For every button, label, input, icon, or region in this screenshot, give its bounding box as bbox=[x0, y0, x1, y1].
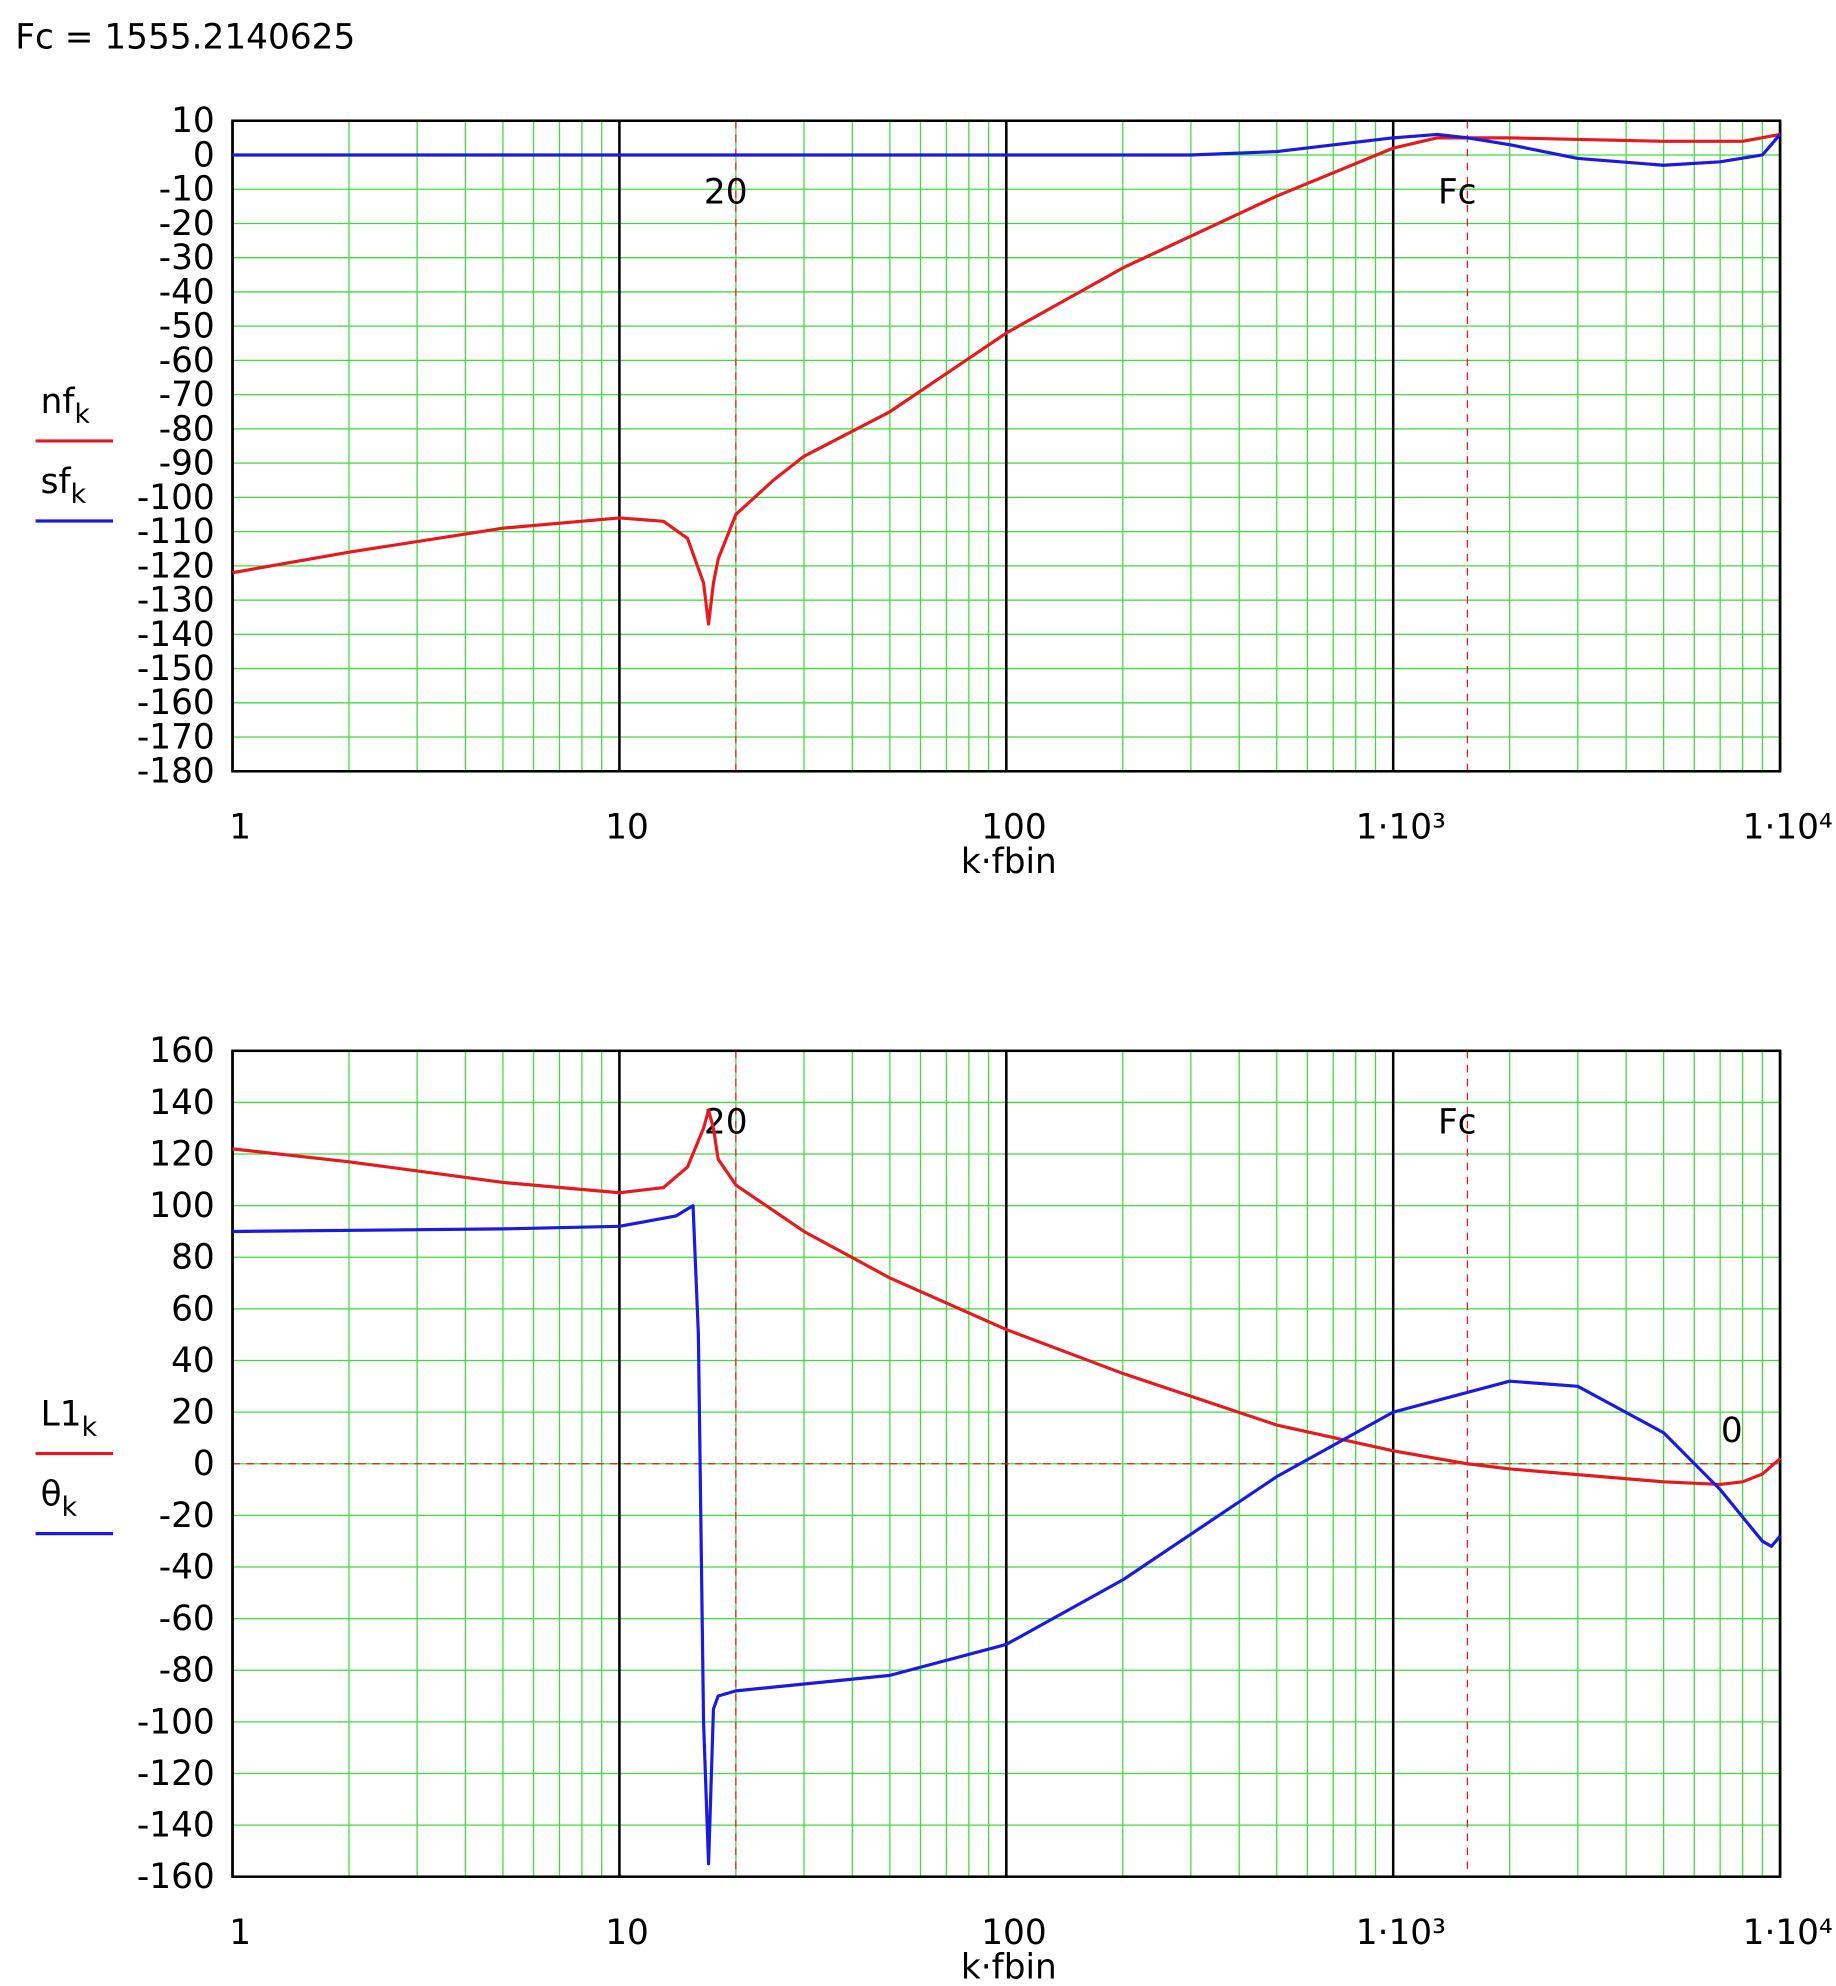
x-tick-label: 1·10³ bbox=[1356, 808, 1446, 848]
y-tick-label: -80 bbox=[159, 409, 215, 449]
y-tick-label: 120 bbox=[149, 1134, 214, 1174]
legend-name: sf bbox=[41, 462, 72, 502]
legend-name: nf bbox=[41, 382, 76, 422]
y-tick-label: 0 bbox=[193, 135, 215, 175]
series-line bbox=[232, 1204, 1782, 1866]
y-tick-label: -120 bbox=[137, 546, 215, 586]
y-tick-label: -170 bbox=[137, 717, 215, 757]
legend-label: sfk bbox=[41, 462, 87, 510]
x-tick-label: 1·10⁴ bbox=[1743, 1913, 1833, 1953]
y-tick-label: -160 bbox=[137, 683, 215, 723]
y-tick-label: -60 bbox=[159, 1599, 215, 1639]
series-line bbox=[232, 1108, 1782, 1486]
x-tick-label: 1 bbox=[229, 1913, 251, 1953]
y-tick-label: -20 bbox=[159, 204, 215, 244]
x-tick-label: 1 bbox=[229, 808, 251, 848]
x-tick-label: 1·10³ bbox=[1356, 1913, 1446, 1953]
y-tick-label: -30 bbox=[159, 238, 215, 278]
y-tick-label: 100 bbox=[149, 1186, 214, 1226]
y-tick-label: 60 bbox=[171, 1289, 215, 1329]
y-tick-label: -120 bbox=[137, 1754, 215, 1794]
legend-label: nfk bbox=[41, 382, 91, 430]
y-tick-label: -50 bbox=[159, 307, 215, 347]
y-tick-label: -180 bbox=[137, 752, 215, 792]
y-tick-label: 10 bbox=[171, 101, 215, 141]
y-tick-label: -140 bbox=[137, 615, 215, 655]
y-tick-label: -140 bbox=[137, 1806, 215, 1846]
marker-label: Fc bbox=[1438, 1102, 1477, 1142]
y-tick-label: -40 bbox=[159, 1547, 215, 1587]
y-tick-label: -40 bbox=[159, 272, 215, 312]
legend-subscript: k bbox=[71, 479, 87, 510]
y-tick-label: -150 bbox=[137, 649, 215, 689]
marker-label: 0 bbox=[1721, 1411, 1743, 1451]
x-tick-label: 10 bbox=[605, 1913, 649, 1953]
y-tick-label: -90 bbox=[159, 444, 215, 484]
x-axis-label: k·fbin bbox=[961, 842, 1057, 882]
y-tick-label: -20 bbox=[159, 1496, 215, 1536]
x-tick-label: 10 bbox=[605, 808, 649, 848]
legend-label: L1k bbox=[41, 1395, 98, 1443]
plot-frame bbox=[231, 1049, 1782, 1878]
y-tick-label: -70 bbox=[159, 375, 215, 415]
legend-subscript: k bbox=[74, 399, 90, 430]
legend-label: θk bbox=[41, 1475, 78, 1523]
y-tick-label: -100 bbox=[137, 478, 215, 518]
x-tick-label: 100 bbox=[981, 1913, 1046, 1953]
plot: 160140120100806040200-20-40-60-80-100-12… bbox=[35, 1031, 1833, 1986]
legend-name: θ bbox=[41, 1475, 62, 1515]
x-axis-label: k·fbin bbox=[961, 1947, 1057, 1986]
y-tick-label: -60 bbox=[159, 341, 215, 381]
legend-subscript: k bbox=[82, 1412, 98, 1443]
legend-subscript: k bbox=[62, 1492, 78, 1523]
y-tick-label: -10 bbox=[159, 170, 215, 210]
plot: 100-10-20-30-40-50-60-70-80-90-100-110-1… bbox=[35, 101, 1833, 882]
y-tick-label: -80 bbox=[159, 1651, 215, 1691]
y-tick-label: -110 bbox=[137, 512, 215, 552]
y-tick-label: 40 bbox=[171, 1341, 215, 1381]
x-tick-label: 100 bbox=[981, 808, 1046, 848]
series-line bbox=[232, 132, 1782, 167]
marker-label: 20 bbox=[704, 172, 748, 212]
y-tick-label: 0 bbox=[193, 1444, 215, 1484]
x-tick-label: 1·10⁴ bbox=[1743, 808, 1833, 848]
y-tick-label: 20 bbox=[171, 1393, 215, 1433]
plot-frame bbox=[231, 119, 1782, 773]
y-tick-label: 160 bbox=[149, 1031, 214, 1071]
y-tick-label: -130 bbox=[137, 581, 215, 621]
y-tick-label: -100 bbox=[137, 1702, 215, 1742]
legend-name: L1 bbox=[41, 1395, 82, 1435]
y-tick-label: 80 bbox=[171, 1238, 215, 1278]
page-title: Fc = 1555.2140625 bbox=[15, 17, 355, 57]
y-tick-label: -160 bbox=[137, 1857, 215, 1897]
y-tick-label: 140 bbox=[149, 1083, 214, 1123]
marker-label: Fc bbox=[1438, 172, 1477, 212]
